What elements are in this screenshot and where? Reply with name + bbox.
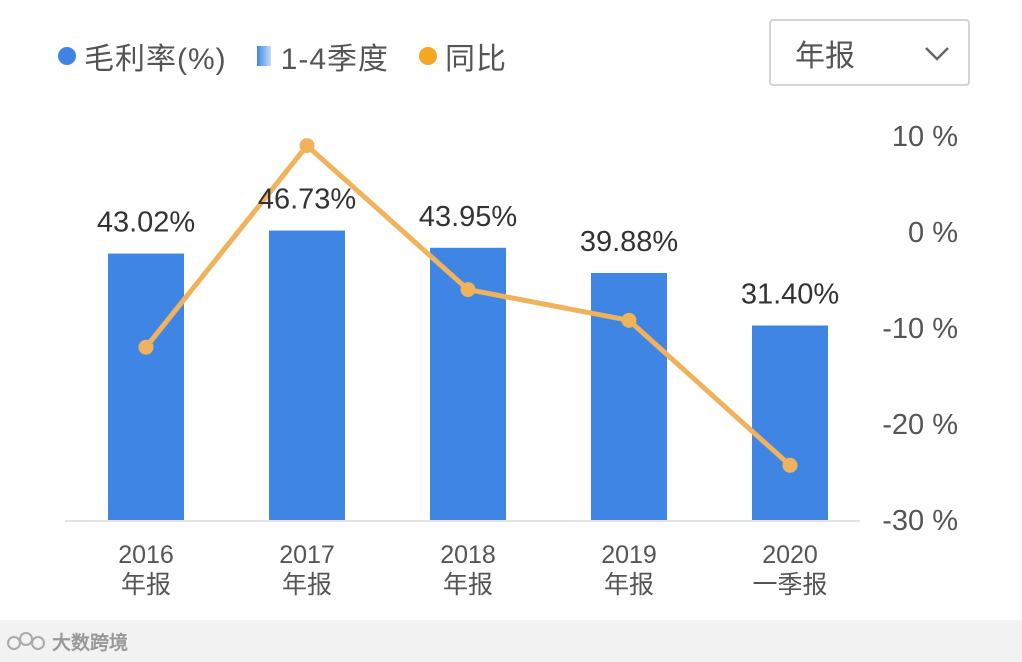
- chevron-down-icon: [925, 46, 949, 61]
- yoy-point: [782, 457, 798, 473]
- bar-value-label: 43.02%: [97, 207, 195, 239]
- legend-label-quarter: 1-4季度: [280, 43, 390, 76]
- x-tick-label: 2017: [279, 541, 335, 569]
- yoy-point: [138, 339, 154, 355]
- legend-marker-yoy: [419, 47, 438, 65]
- report-type-select[interactable]: 年报: [769, 19, 970, 86]
- bar-value-label: 39.88%: [580, 226, 678, 258]
- watermark-text: 大数跨境: [52, 631, 129, 654]
- legend-marker-quarter: [256, 46, 271, 66]
- watermark-logo-icon: [7, 632, 45, 650]
- yoy-point: [460, 282, 476, 298]
- y-right-tick-label: 0 %: [908, 217, 958, 249]
- watermark: 大数跨境: [0, 620, 1022, 662]
- x-tick-label: 2019: [601, 541, 657, 569]
- x-tick-label: 年报: [443, 571, 493, 599]
- y-right-tick-label: -20 %: [882, 409, 958, 441]
- bar-value-label: 31.40%: [741, 279, 839, 311]
- chart-area: 43.02%46.73%43.95%39.88%31.40%2016年报2017…: [65, 121, 958, 599]
- y-right-tick-label: 10 %: [892, 121, 958, 153]
- legend-item-margin[interactable]: 毛利率(%): [58, 34, 227, 78]
- legend: 毛利率(%) 1-4季度 同比: [58, 34, 537, 78]
- yoy-point: [299, 138, 315, 154]
- x-tick-label: 年报: [282, 571, 332, 599]
- bar: [269, 230, 345, 520]
- x-tick-label: 2018: [440, 541, 496, 569]
- legend-item-quarter[interactable]: 1-4季度: [256, 34, 390, 78]
- legend-label-yoy: 同比: [445, 43, 508, 76]
- y-right-tick-label: -30 %: [882, 505, 958, 537]
- legend-item-yoy[interactable]: 同比: [419, 34, 507, 78]
- x-tick-label: 一季报: [752, 571, 827, 599]
- bar: [108, 253, 184, 521]
- bar: [591, 273, 667, 520]
- y-right-tick-label: -10 %: [882, 313, 958, 345]
- x-tick-label: 2020: [762, 541, 818, 569]
- x-tick-label: 年报: [604, 571, 654, 599]
- x-tick-label: 年报: [121, 571, 171, 599]
- bar: [752, 325, 828, 520]
- bar-value-label: 46.73%: [258, 184, 356, 216]
- x-tick-label: 2016: [118, 541, 174, 569]
- report-type-value: 年报: [795, 39, 855, 73]
- legend-marker-margin: [58, 47, 76, 65]
- legend-label-margin: 毛利率(%): [84, 43, 227, 76]
- bar-value-label: 43.95%: [419, 201, 517, 233]
- yoy-point: [621, 312, 637, 328]
